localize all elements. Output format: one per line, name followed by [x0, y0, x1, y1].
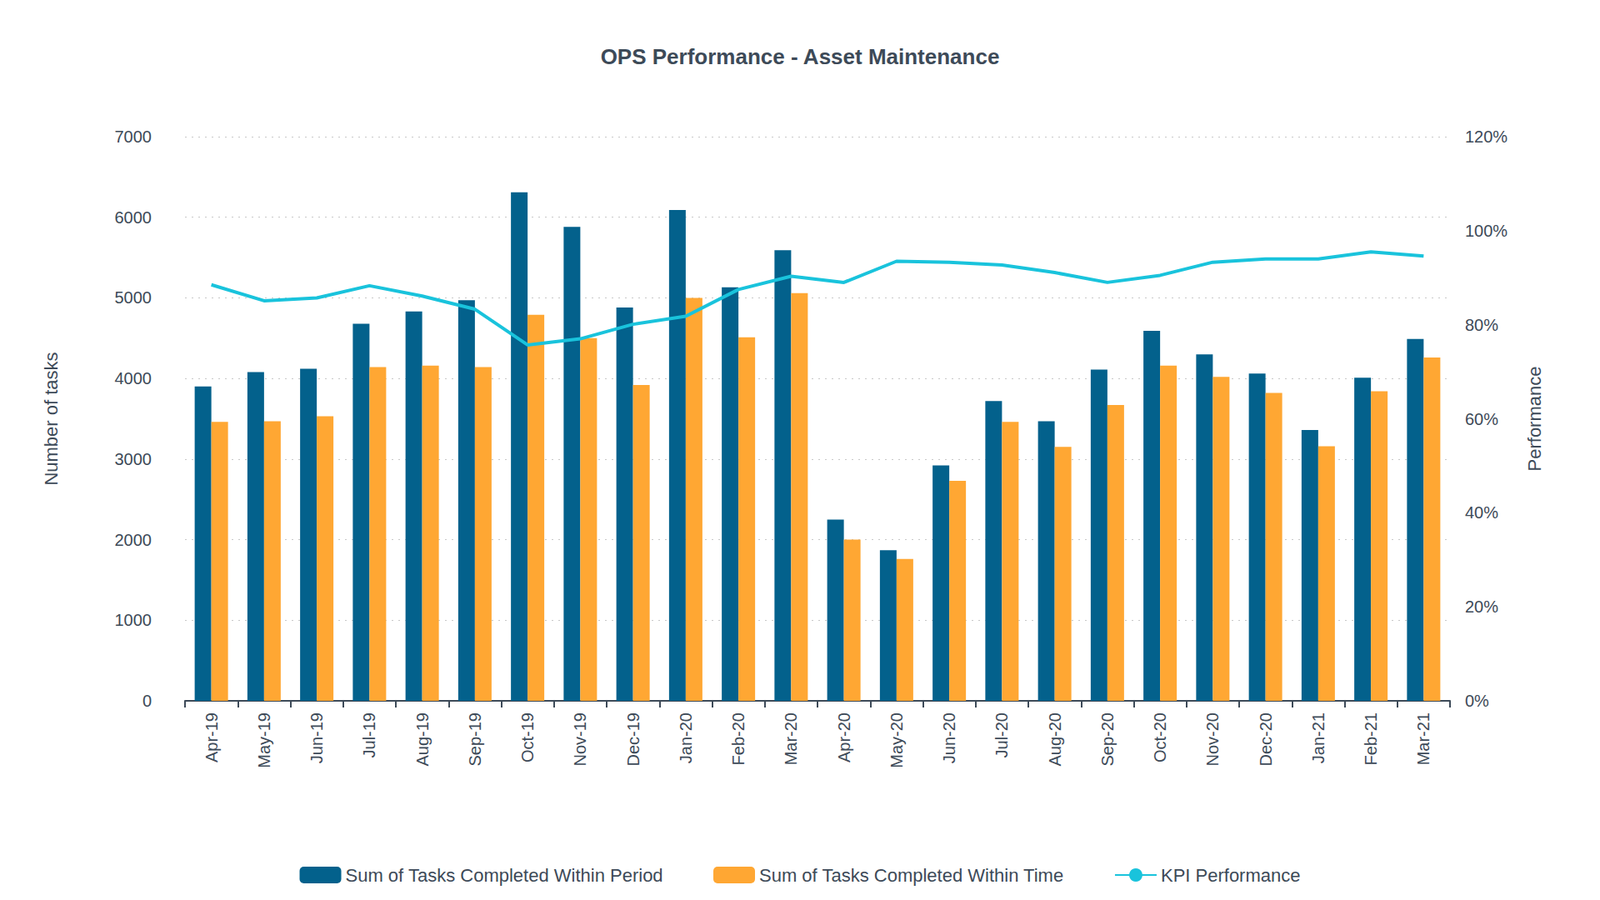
svg-text:Jul-20: Jul-20 [992, 712, 1011, 758]
svg-text:120%: 120% [1465, 127, 1508, 146]
svg-text:May-20: May-20 [887, 712, 906, 769]
svg-text:Sep-20: Sep-20 [1098, 712, 1117, 767]
svg-text:Number of tasks: Number of tasks [40, 351, 62, 485]
svg-text:Nov-19: Nov-19 [570, 712, 590, 766]
svg-text:Aug-20: Aug-20 [1045, 712, 1065, 767]
svg-text:Jun-20: Jun-20 [940, 712, 959, 764]
svg-text:100%: 100% [1465, 221, 1508, 240]
svg-text:Sum of Tasks Completed Within: Sum of Tasks Completed Within Period [345, 865, 664, 886]
svg-text:0: 0 [142, 691, 152, 710]
svg-text:Sum of Tasks Completed Within: Sum of Tasks Completed Within Time [759, 865, 1064, 886]
svg-text:Apr-19: Apr-19 [202, 712, 221, 763]
svg-text:Sep-19: Sep-19 [465, 712, 485, 767]
svg-text:80%: 80% [1465, 315, 1499, 335]
svg-text:4000: 4000 [115, 369, 153, 388]
svg-text:Mar-20: Mar-20 [781, 712, 800, 765]
svg-text:7000: 7000 [115, 127, 153, 146]
svg-text:Feb-20: Feb-20 [729, 712, 748, 765]
svg-text:Jan-21: Jan-21 [1309, 712, 1328, 764]
svg-text:Oct-19: Oct-19 [518, 712, 537, 763]
svg-text:KPI Performance: KPI Performance [1160, 865, 1301, 886]
svg-text:Mar-21: Mar-21 [1414, 712, 1433, 765]
svg-text:1000: 1000 [115, 610, 153, 630]
svg-text:Aug-19: Aug-19 [413, 712, 432, 767]
svg-text:Jul-19: Jul-19 [360, 712, 379, 758]
svg-text:5000: 5000 [115, 288, 153, 307]
svg-text:Feb-21: Feb-21 [1361, 712, 1380, 765]
svg-text:May-19: May-19 [255, 712, 274, 769]
svg-text:Jan-20: Jan-20 [676, 712, 695, 764]
svg-text:Dec-19: Dec-19 [624, 712, 643, 766]
svg-text:Apr-20: Apr-20 [835, 712, 854, 763]
svg-text:Dec-20: Dec-20 [1256, 712, 1275, 766]
svg-text:60%: 60% [1465, 410, 1499, 429]
svg-text:Oct-20: Oct-20 [1150, 712, 1170, 763]
svg-text:40%: 40% [1465, 503, 1499, 522]
svg-text:20%: 20% [1465, 597, 1499, 616]
svg-text:Jun-19: Jun-19 [307, 712, 326, 764]
svg-text:Performance: Performance [1524, 366, 1545, 472]
svg-text:6000: 6000 [115, 208, 153, 227]
svg-text:OPS Performance - Asset Mainte: OPS Performance - Asset Maintenance [600, 44, 1000, 70]
svg-text:Nov-20: Nov-20 [1203, 712, 1222, 766]
svg-text:2000: 2000 [115, 530, 153, 550]
svg-text:0%: 0% [1465, 691, 1490, 710]
svg-text:3000: 3000 [115, 450, 153, 469]
